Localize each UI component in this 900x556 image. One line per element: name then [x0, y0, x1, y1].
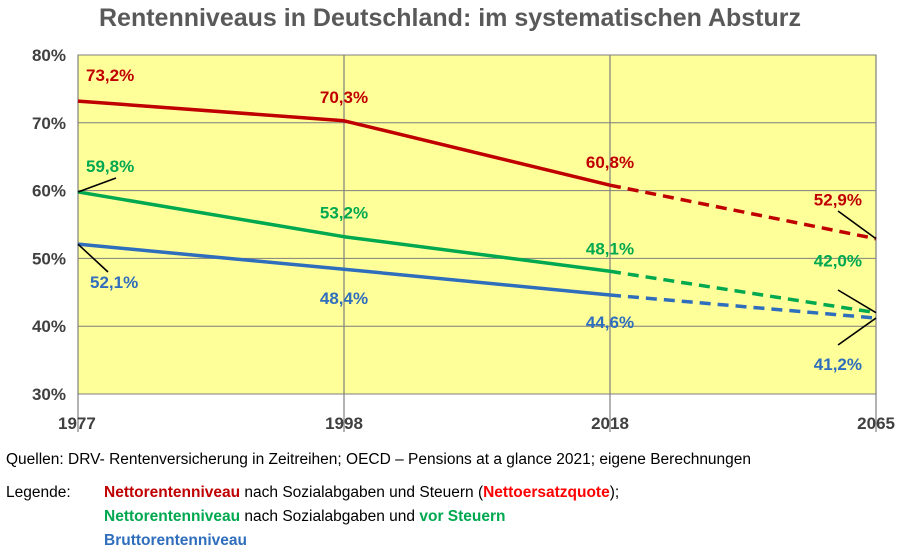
data-label: 70,3%	[320, 88, 368, 107]
x-axis-ticks: 1977 1998 2018 2065	[58, 414, 895, 433]
chart-title: Rentenniveaus in Deutschland: im systema…	[98, 4, 802, 32]
data-label: 48,4%	[320, 289, 368, 308]
data-label: 52,1%	[90, 273, 138, 292]
series-projection-netto_nach	[609, 183, 877, 241]
data-label: 53,2%	[320, 204, 368, 223]
data-label: 42,0%	[814, 252, 862, 271]
leader-line	[837, 289, 877, 314]
line-chart: 30% 40% 50% 60% 70% 80% 1977 1998 2018 2065 73,2…	[32, 46, 895, 433]
x-tick-label: 2065	[857, 414, 895, 433]
y-tick-label: 50%	[32, 249, 66, 268]
series-line-netto_vor	[77, 190, 611, 274]
leader-line	[77, 243, 109, 273]
series-lines	[77, 99, 877, 320]
legend-entry-netto-vor-steuern: Nettorentenniveau nach Sozialabgaben und…	[104, 508, 506, 526]
y-axis-ticks: 30% 40% 50% 60% 70% 80%	[32, 46, 66, 404]
y-tick-label: 70%	[32, 114, 66, 133]
sources-note: Quellen: DRV- Rentenversicherung in Zeit…	[6, 451, 752, 468]
y-tick-label: 80%	[32, 46, 66, 65]
legend-emphasis: Nettoersatzquote	[483, 484, 610, 501]
legend-entry-brutto: Bruttorentenniveau	[104, 532, 247, 550]
data-label: 52,9%	[814, 191, 862, 210]
plot-area	[77, 54, 877, 395]
y-tick-label: 40%	[32, 317, 66, 336]
data-label: 73,2%	[86, 66, 134, 85]
label-leader-lines	[77, 177, 877, 346]
series-line-brutto	[77, 242, 611, 297]
data-label: 44,6%	[586, 313, 634, 332]
series-projection-netto_vor	[609, 269, 877, 315]
series-line-netto_nach	[77, 99, 611, 187]
legend-text: );	[609, 484, 620, 501]
data-label: 48,1%	[586, 239, 634, 258]
legend-series-name: Nettorentenniveau	[104, 508, 241, 525]
legend-entry-netto-nach-steuern: Nettorentenniveau nach Sozialabgaben und…	[104, 484, 619, 502]
y-tick-label: 30%	[32, 385, 66, 404]
data-label: 60,8%	[586, 153, 634, 172]
legend-series-name: Nettorentenniveau	[104, 484, 241, 501]
data-labels: 73,2% 70,3% 60,8% 52,9% 59,8% 53,2% 48,1% 42,0%…	[86, 66, 862, 374]
leader-line	[77, 177, 117, 193]
legend-emphasis: vor Steuern	[419, 508, 506, 525]
data-label: 41,2%	[814, 355, 862, 374]
x-tick-label: 1998	[325, 414, 363, 433]
y-tick-label: 60%	[32, 182, 66, 201]
series-projection-brutto	[609, 293, 877, 320]
legend-series-name: Bruttorentenniveau	[104, 532, 247, 549]
x-tick-label: 1977	[58, 414, 96, 433]
leader-line	[837, 317, 877, 346]
legend-label: Legende:	[6, 484, 71, 501]
legend-text: nach Sozialabgaben und Steuern (	[240, 484, 484, 501]
data-label: 59,8%	[86, 157, 134, 176]
x-tick-label: 2018	[591, 414, 629, 433]
leader-line	[837, 210, 877, 240]
legend-text: nach Sozialabgaben und	[240, 508, 420, 525]
